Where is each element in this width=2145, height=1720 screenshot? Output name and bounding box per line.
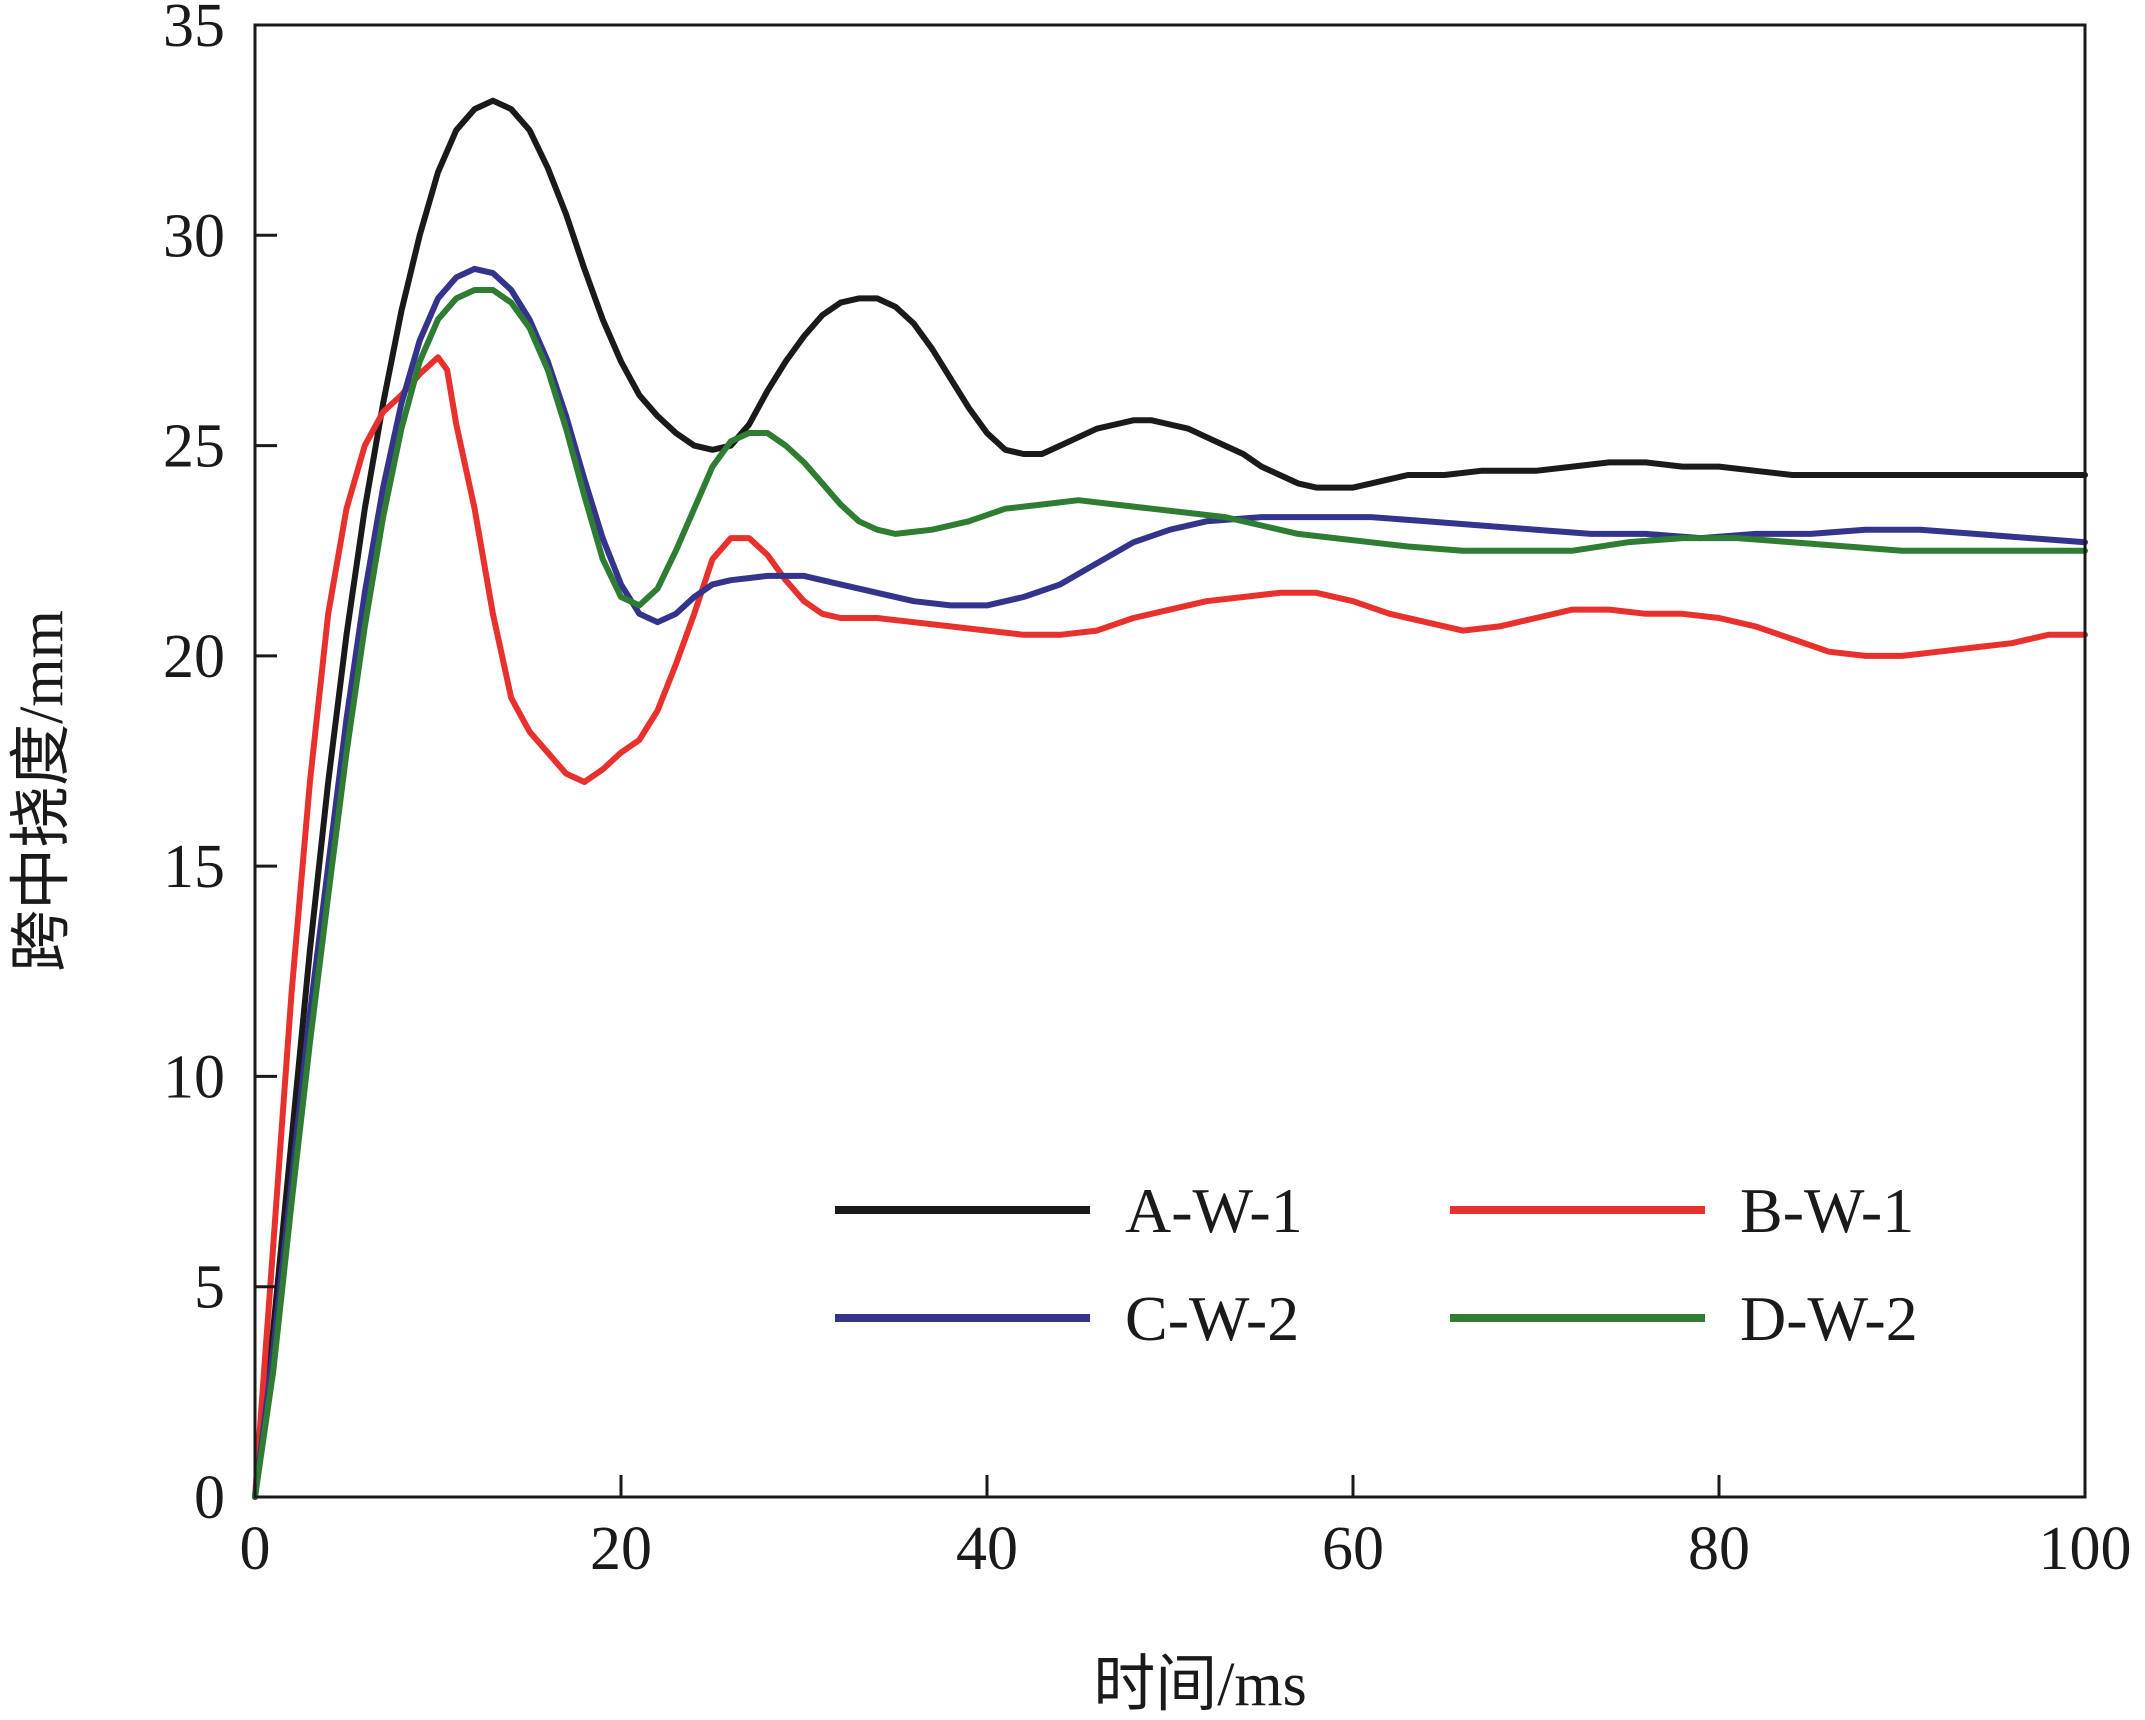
y-tick-label: 30 bbox=[163, 202, 225, 270]
x-tick-label: 80 bbox=[1688, 1515, 1750, 1583]
y-tick-label: 5 bbox=[194, 1254, 225, 1322]
series-line-d-w-2 bbox=[252, 287, 2088, 1500]
legend-label: C-W-2 bbox=[1125, 1283, 1299, 1354]
series-line-c-w-2 bbox=[252, 265, 2088, 1500]
legend-item-a-w-1: A-W-1 bbox=[835, 1175, 1303, 1246]
legend-label: B-W-1 bbox=[1740, 1175, 1914, 1246]
x-tick-label: 0 bbox=[240, 1515, 271, 1583]
y-tick-label: 35 bbox=[163, 0, 225, 60]
legend: A-W-1 B-W-1 C-W-2 D-W-2 bbox=[835, 1175, 1918, 1354]
x-tick-label: 20 bbox=[590, 1515, 652, 1583]
axis-tick-labels: 0 20 40 60 80 100 0 5 10 15 20 25 30 35 bbox=[163, 0, 2132, 1583]
x-tick-label: 60 bbox=[1322, 1515, 1384, 1583]
y-axis-title: 跨中挠度/mm bbox=[8, 610, 76, 972]
y-tick-label: 20 bbox=[163, 623, 225, 691]
legend-item-c-w-2: C-W-2 bbox=[835, 1283, 1299, 1354]
series-line-a-w-1 bbox=[252, 97, 2088, 1500]
legend-label: D-W-2 bbox=[1740, 1283, 1918, 1354]
axis-ticks bbox=[255, 233, 1721, 1497]
plot-area-frame bbox=[253, 23, 2087, 1499]
y-tick-label: 25 bbox=[163, 413, 225, 481]
y-tick-label: 15 bbox=[163, 833, 225, 901]
x-axis-title: 时间/ms bbox=[1093, 1651, 1307, 1719]
series-line-b-w-1 bbox=[252, 354, 2088, 1500]
y-tick-label: 0 bbox=[194, 1464, 225, 1532]
x-tick-label: 40 bbox=[956, 1515, 1018, 1583]
legend-label: A-W-1 bbox=[1125, 1175, 1303, 1246]
y-tick-label: 10 bbox=[163, 1043, 225, 1111]
data-lines bbox=[252, 97, 2088, 1500]
x-tick-label: 100 bbox=[2039, 1515, 2132, 1583]
legend-item-b-w-1: B-W-1 bbox=[1450, 1175, 1914, 1246]
legend-item-d-w-2: D-W-2 bbox=[1450, 1283, 1918, 1354]
